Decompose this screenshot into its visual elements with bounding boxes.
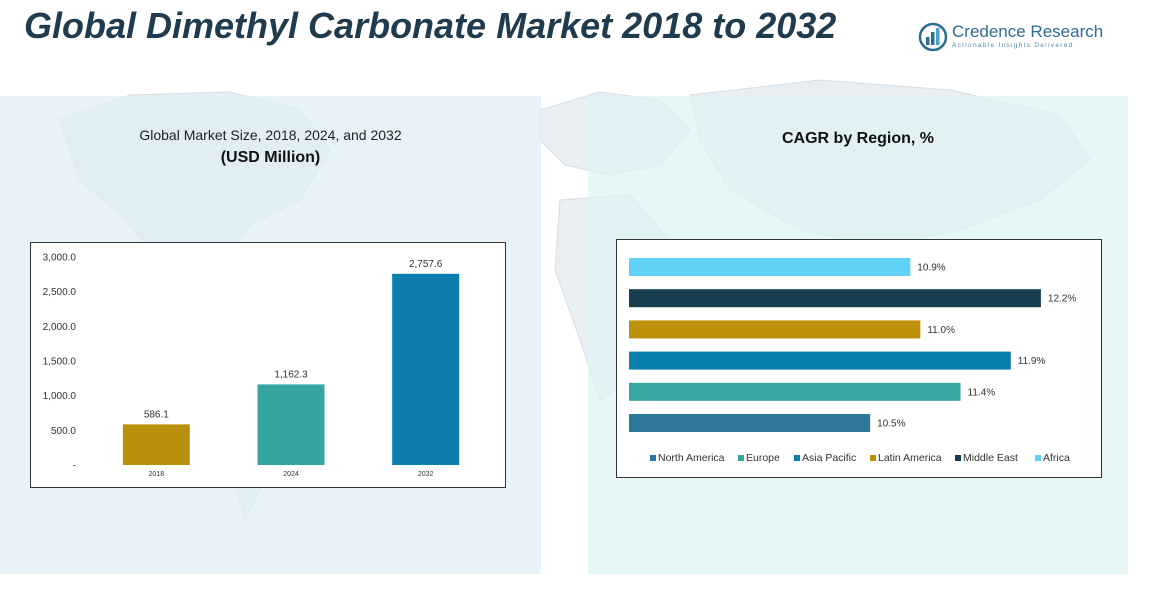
- cagr-chart-title: CAGR by Region, %: [781, 130, 934, 147]
- cagr-bar-asia-pacific: [629, 351, 1011, 370]
- bar-chart-logo-icon: [918, 22, 948, 52]
- market-size-chart-title: Global Market Size, 2018, 2024, and 2032: [139, 127, 402, 143]
- cagr-bar-north-america: [629, 414, 871, 432]
- cagr-bar-europe: [629, 382, 961, 401]
- legend-label-middle-east: Middle East: [963, 452, 1018, 464]
- y-tick-label-1: 500.0: [51, 426, 76, 437]
- legend-label-asia-pacific: Asia Pacific: [802, 452, 856, 464]
- cagr-value-label-middle-east: 12.2%: [1048, 294, 1076, 305]
- market-size-chart-frame: - 500.0 1,000.0 1,500.0 2,000.0 2,500.0 3,000.…: [30, 242, 506, 488]
- bar-series: 586.1 2018 1,162.3 2024 2,757.6 2032: [122, 259, 460, 478]
- y-tick-label-3: 1,500.0: [43, 357, 77, 368]
- legend-swatch-asia-pacific: [794, 455, 800, 461]
- cagr-value-label-north-america: 10.5%: [877, 419, 905, 430]
- x-tick-label-2032: 2032: [418, 471, 434, 478]
- legend-swatch-north-america: [650, 455, 656, 461]
- cagr-bar-series: 10.9% 12.2% 11.0% 11.9% 11.4% 10.5%: [629, 258, 1076, 432]
- x-tick-label-2024: 2024: [283, 471, 299, 478]
- y-tick-label-4: 2,000.0: [43, 322, 77, 333]
- bar-value-label-2024: 1,162.3: [274, 369, 308, 380]
- x-tick-label-2018: 2018: [149, 471, 165, 478]
- cagr-value-label-africa: 10.9%: [917, 263, 945, 274]
- legend-label-north-america: North America: [658, 452, 725, 464]
- cagr-panel: CAGR by Region, % 10.9% 12.2% 11.0% 11.9% 11…: [588, 96, 1128, 574]
- cagr-chart-frame: 10.9% 12.2% 11.0% 11.9% 11.4% 10.5% North Ame…: [616, 239, 1102, 478]
- credence-research-logo: Credence Research Actionable Insights De…: [918, 22, 1118, 56]
- cagr-bar-africa: [629, 258, 911, 276]
- bar-value-label-2032: 2,757.6: [409, 259, 443, 270]
- bar-2018: [122, 424, 190, 465]
- legend-label-europe: Europe: [746, 452, 780, 464]
- logo-name: Credence Research: [952, 22, 1104, 41]
- cagr-bar-middle-east: [629, 289, 1041, 308]
- legend-swatch-middle-east: [955, 455, 961, 461]
- cagr-value-label-latin-america: 11.0%: [927, 325, 955, 336]
- market-size-panel: Global Market Size, 2018, 2024, and 2032…: [0, 96, 541, 574]
- cagr-bar-latin-america: [629, 320, 921, 339]
- cagr-legend: North America Europe Asia Pacific Latin Ame…: [650, 452, 1070, 464]
- legend-label-africa: Africa: [1043, 452, 1070, 464]
- cagr-value-label-asia-pacific: 11.9%: [1018, 356, 1046, 367]
- legend-swatch-latin-america: [870, 455, 876, 461]
- bar-2032: [392, 273, 460, 465]
- cagr-chart: 10.9% 12.2% 11.0% 11.9% 11.4% 10.5% North Ame…: [629, 258, 1076, 464]
- logo-tagline: Actionable Insights Delivered: [952, 42, 1074, 49]
- cagr-value-label-europe: 11.4%: [968, 387, 996, 398]
- y-tick-label-0: -: [73, 461, 76, 472]
- bar-2024: [257, 384, 325, 465]
- legend-label-latin-america: Latin America: [878, 452, 942, 464]
- y-tick-label-2: 1,000.0: [43, 391, 77, 402]
- market-size-chart-subtitle: (USD Million): [220, 149, 321, 166]
- legend-swatch-africa: [1035, 455, 1041, 461]
- y-tick-label-5: 2,500.0: [43, 287, 77, 298]
- y-tick-label-6: 3,000.0: [43, 253, 77, 264]
- bar-value-label-2018: 586.1: [144, 409, 169, 420]
- legend-swatch-europe: [738, 455, 744, 461]
- y-axis: - 500.0 1,000.0 1,500.0 2,000.0 2,500.0 3,000.…: [43, 253, 77, 472]
- market-size-chart: - 500.0 1,000.0 1,500.0 2,000.0 2,500.0 3,000.…: [43, 253, 460, 478]
- page-title: Global Dimethyl Carbonate Market 2018 to…: [24, 5, 837, 46]
